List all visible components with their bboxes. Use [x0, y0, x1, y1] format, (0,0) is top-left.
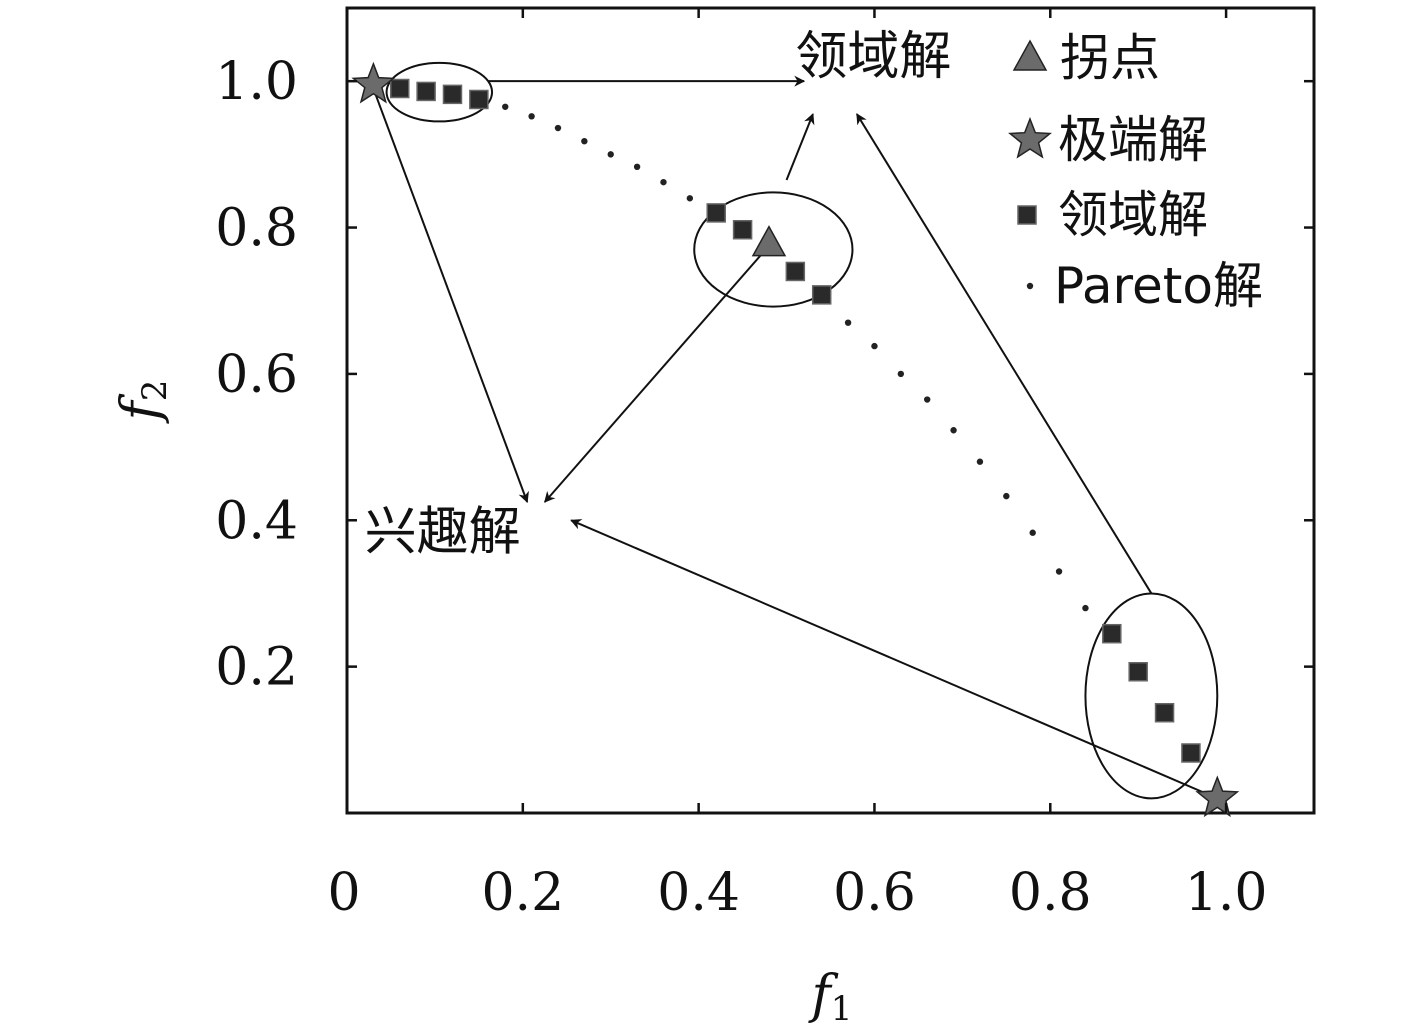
highlight-ellipse: [1084, 592, 1219, 800]
point-square: [785, 261, 806, 282]
point-dot: [1003, 492, 1010, 500]
point-square: [1128, 662, 1148, 682]
point-star: [351, 61, 396, 104]
point-dot: [924, 396, 931, 403]
point-dot: [554, 124, 562, 132]
y-tick-label: 0.4: [215, 491, 298, 551]
point-square: [469, 89, 489, 110]
annotation-arrow: [856, 113, 1153, 594]
legend-marker-dot: [1026, 282, 1034, 290]
x-tick-label: 0.8: [1009, 863, 1092, 923]
point-dot: [528, 113, 535, 120]
point-dot: [1082, 604, 1089, 612]
legend-marker-square: [1017, 205, 1037, 225]
point-dot: [897, 370, 905, 378]
highlight-ellipse: [693, 191, 854, 308]
point-square: [416, 81, 436, 102]
y-tick-label: 0.8: [215, 199, 298, 259]
point-dot: [502, 103, 509, 110]
point-square: [1154, 702, 1175, 723]
point-square: [442, 84, 463, 105]
point-square: [732, 219, 753, 240]
points: [351, 61, 1240, 818]
point-dot: [607, 151, 614, 158]
arrows: [372, 75, 1218, 800]
point-dot: [1029, 529, 1036, 536]
x-tick-label: 0.6: [833, 863, 916, 923]
legend-entry-label: 极端解: [1058, 111, 1208, 169]
ellipses: [385, 61, 1219, 800]
legend-entry-label: Pareto解: [1054, 257, 1263, 315]
annotation-arrow: [785, 113, 815, 181]
point-square: [389, 78, 410, 99]
legend-entry-label: 拐点: [1060, 29, 1160, 87]
point-dot: [686, 195, 694, 202]
point-star: [1195, 775, 1240, 818]
y-tick-label: 1.0: [215, 52, 298, 112]
point-dot: [633, 163, 641, 171]
annotation-label: 兴趣解: [365, 503, 521, 563]
point-dot: [871, 342, 878, 350]
point-square: [1102, 623, 1122, 644]
point-triangle: [751, 225, 787, 257]
annotation-arrow: [570, 519, 1218, 800]
point-square: [811, 285, 832, 305]
point-dot: [950, 427, 957, 434]
legend-marker-triangle: [1012, 39, 1048, 71]
x-tick-label: 0.2: [481, 863, 564, 923]
point-dot: [844, 319, 852, 326]
point-dot: [976, 458, 984, 465]
point-square: [706, 203, 726, 223]
x-axis-label: f1: [808, 965, 853, 1029]
point-dot: [660, 178, 667, 186]
point-dot: [1055, 568, 1063, 575]
plot-frame: [345, 6, 1316, 815]
ticks: 0 0.2 0.4 0.6 0.8 1.0 0.2 0.4 0.6 0.8 1.0: [215, 8, 1314, 923]
y-tick-label: 0.2: [215, 638, 298, 698]
annotation-arrow: [544, 245, 770, 503]
x-tick-label: 0.4: [657, 863, 740, 923]
legend-entry-label: 领域解: [1058, 186, 1208, 244]
annotation-arrow: [372, 88, 529, 504]
x-tick-label: 0: [327, 863, 360, 923]
highlight-ellipse: [385, 61, 494, 123]
point-square: [1181, 743, 1201, 763]
point-dot: [581, 137, 588, 145]
legend-marker-star: [1008, 116, 1052, 159]
y-tick-label: 0.6: [215, 345, 298, 405]
y-axis-label: f2: [111, 380, 175, 425]
x-tick-label: 1.0: [1185, 863, 1268, 923]
annotation-label: 领域解: [795, 27, 951, 87]
